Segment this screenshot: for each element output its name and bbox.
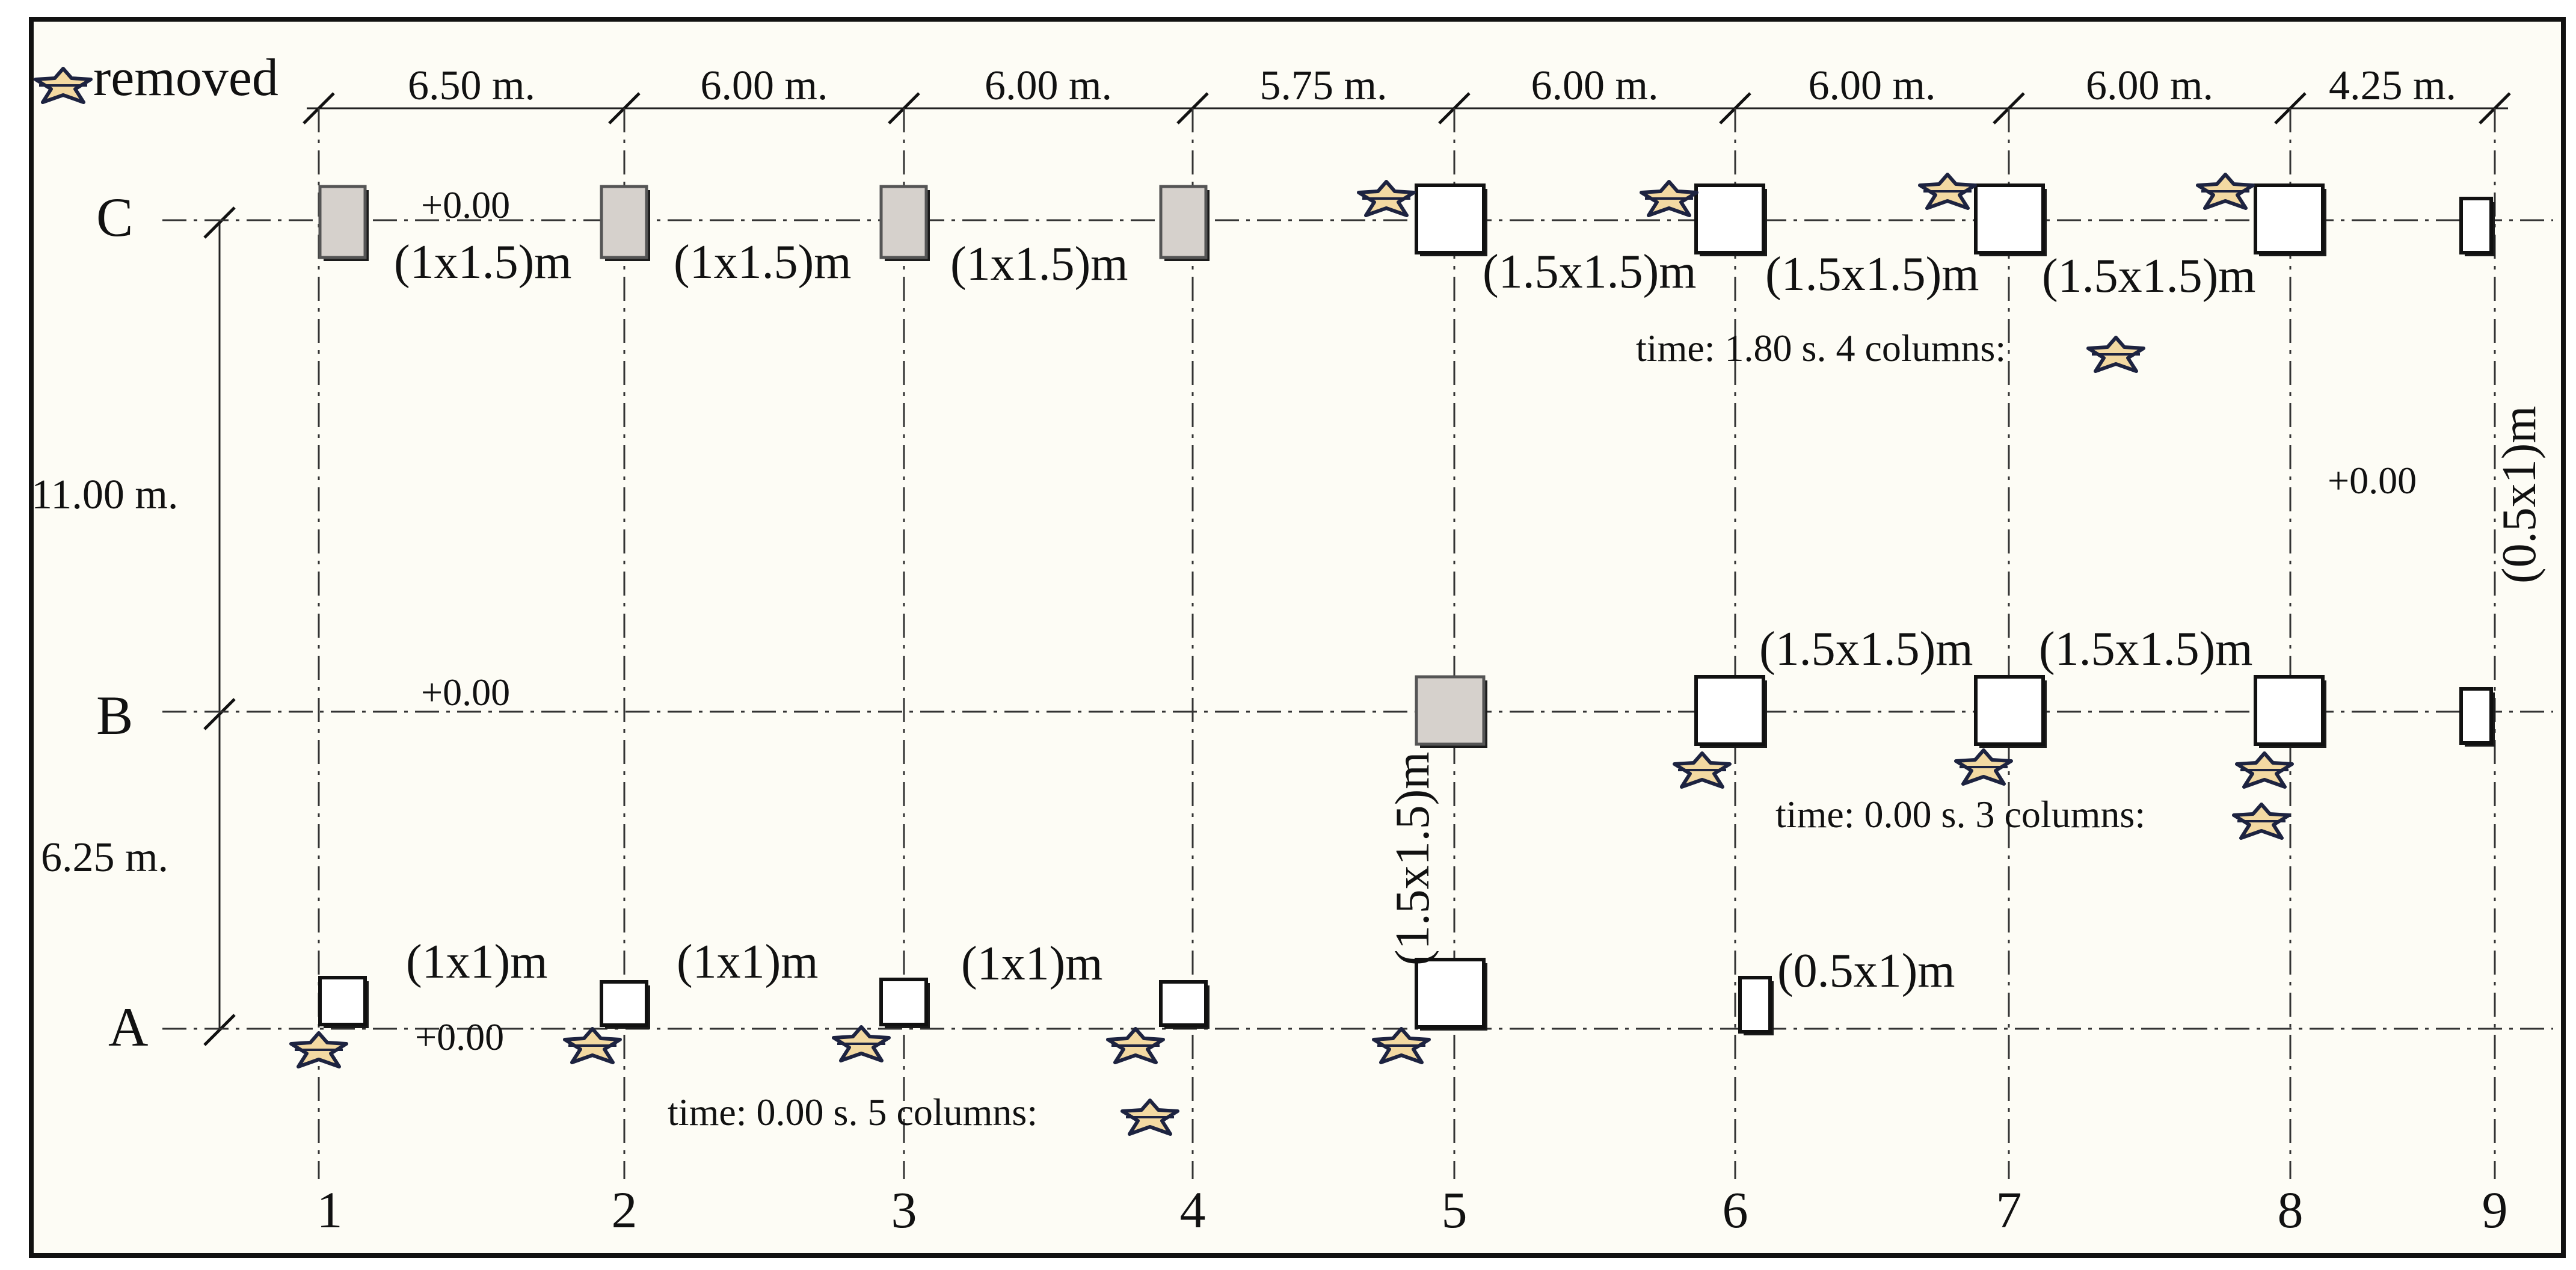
span-label: 6.00 m. <box>701 63 828 109</box>
span-label: 6.00 m. <box>2086 63 2213 109</box>
stage-note-2: time: 0.00 s. 3 columns: <box>1775 793 2289 838</box>
column <box>2254 675 2325 746</box>
size-label: (1.5x1.5)m <box>1759 623 1973 676</box>
stage-note-text: time: 0.00 s. 3 columns: <box>1775 793 2145 836</box>
axis-label-5: 5 <box>1442 1181 1468 1239</box>
legend: removed <box>35 49 278 107</box>
axis-label-3: 3 <box>891 1181 917 1239</box>
dimension-tick <box>203 698 236 730</box>
axis-label-6: 6 <box>1723 1181 1748 1239</box>
axis-label-8: 8 <box>2278 1181 2304 1239</box>
column <box>1415 958 1486 1029</box>
elevation-label: +0.00 <box>2328 459 2417 502</box>
left-dimension: 11.00 m. 6.25 m. <box>31 206 236 1046</box>
axis-label-7: 7 <box>1996 1181 2022 1239</box>
column <box>1738 976 1772 1034</box>
size-label-vertical: (0.5x1)m <box>2493 405 2546 584</box>
column <box>1694 183 1765 254</box>
size-label: (1.5x1.5)m <box>2042 250 2256 303</box>
size-label: (1x1)m <box>677 936 819 988</box>
drawing-frame <box>29 17 2566 1258</box>
size-labels-row-a: (1x1)m (1x1)m (1x1)m (0.5x1)m <box>406 936 1955 997</box>
row-label-a: A <box>108 996 148 1058</box>
size-label: (1x1)m <box>961 937 1103 990</box>
span-label: 6.00 m. <box>1531 63 1659 109</box>
span-label: 5.75 m. <box>1260 63 1388 109</box>
column <box>2459 197 2493 254</box>
stage-note-text: time: 0.00 s. 5 columns: <box>668 1091 1037 1133</box>
axis-label-2: 2 <box>612 1181 638 1239</box>
column <box>1974 675 2045 746</box>
size-label: (1.5x1.5)m <box>2039 623 2253 676</box>
size-label-vertical: (1.5x1.5)m <box>1386 751 1439 966</box>
span-label-6-25: 6.25 m. <box>41 834 168 881</box>
columns <box>318 183 2495 1035</box>
row-labels: C B A <box>96 186 148 1058</box>
elevation-label: +0.00 <box>421 183 510 226</box>
removed-column <box>318 185 367 259</box>
column <box>2459 687 2493 745</box>
size-label: (0.5x1)m <box>1777 945 1955 997</box>
row-label-c: C <box>96 186 133 248</box>
size-label: (1.5x1.5)m <box>1483 245 1697 298</box>
elevation-labels: +0.00 +0.00 +0.00 +0.00 <box>415 183 2417 1058</box>
removed-column <box>1415 675 1486 746</box>
size-labels-row-c: (1x1.5)m (1x1.5)m (1x1.5)m (1.5x1.5)m (1… <box>394 236 2256 303</box>
size-labels-row-b: (1.5x1.5)m (1.5x1.5)m <box>1759 623 2253 676</box>
elevation-label: +0.00 <box>421 671 510 714</box>
column <box>1694 675 1765 746</box>
span-label-11-00: 11.00 m. <box>31 472 178 518</box>
top-dimension: 6.50 m. 6.00 m. 6.00 m. 5.75 m. 6.00 m. 6.00 … <box>303 63 2511 125</box>
column <box>2254 183 2325 254</box>
axis-label-1: 1 <box>317 1181 343 1239</box>
axis-label-9: 9 <box>2482 1181 2508 1239</box>
size-label: (1x1)m <box>406 936 548 988</box>
removed-column <box>879 185 928 259</box>
elevation-label: +0.00 <box>415 1016 504 1058</box>
dimension-tick <box>203 206 236 239</box>
column <box>600 980 648 1027</box>
stage-note-text: time: 1.80 s. 4 columns: <box>1636 327 2006 369</box>
column <box>318 976 367 1026</box>
removed-column <box>600 185 648 259</box>
column <box>879 978 928 1026</box>
axis-label-4: 4 <box>1180 1181 1206 1239</box>
removed-column <box>1159 185 1208 259</box>
span-label: 6.00 m. <box>985 63 1112 109</box>
row-label-b: B <box>96 685 133 746</box>
size-label: (1.5x1.5)m <box>1765 248 1979 301</box>
size-label: (1x1.5)m <box>394 236 572 289</box>
span-label: 6.00 m. <box>1809 63 1936 109</box>
legend-label: removed <box>93 49 278 107</box>
column <box>1974 183 2045 254</box>
size-label: (1x1.5)m <box>950 238 1128 291</box>
axis-labels: 1 2 3 4 5 6 7 8 9 <box>317 1181 2508 1239</box>
dimension-tick <box>203 1014 236 1046</box>
size-label: (1x1.5)m <box>674 236 852 289</box>
column <box>1415 183 1486 254</box>
stage-note-1: time: 1.80 s. 4 columns: <box>1636 327 2144 371</box>
span-label: 4.25 m. <box>2329 63 2456 109</box>
stage-note-3: time: 0.00 s. 5 columns: <box>668 1091 1178 1134</box>
column <box>1159 980 1208 1027</box>
span-label: 6.50 m. <box>408 63 535 109</box>
grid-rows <box>162 219 2553 1030</box>
